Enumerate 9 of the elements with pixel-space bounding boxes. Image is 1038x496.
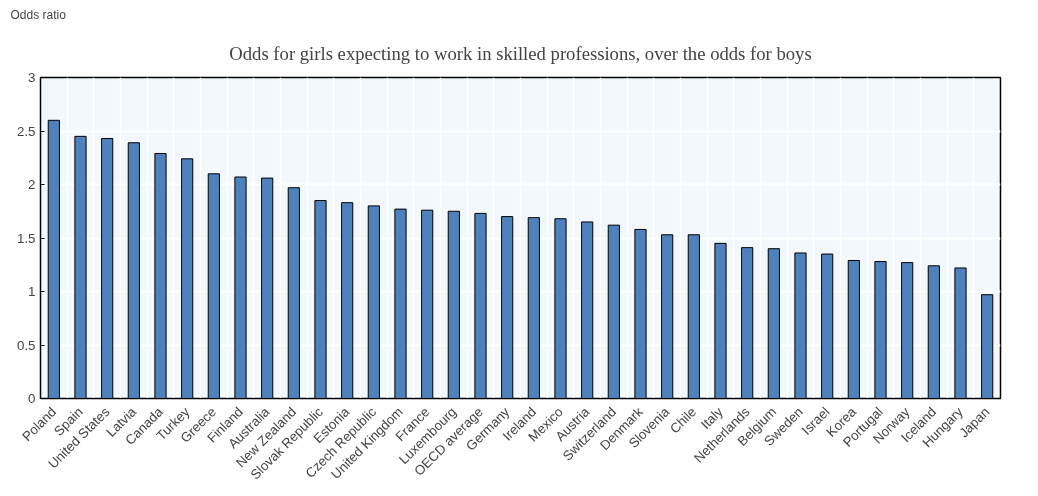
y-tick-label: 1.5 [16,230,36,246]
y-tick-label: 2 [28,177,36,192]
y-tick-label: 0.5 [16,337,36,353]
chart-title: Odds for girls expecting to work in skilled professions, over the odds for boys [229,42,812,64]
y-tick-label: 2.5 [16,123,36,139]
y-tick-label: 0 [28,391,36,406]
y-tick-label: 3 [28,70,36,85]
y-axis-title: Odds ratio [10,7,67,22]
y-tick-label: 1 [28,284,36,299]
